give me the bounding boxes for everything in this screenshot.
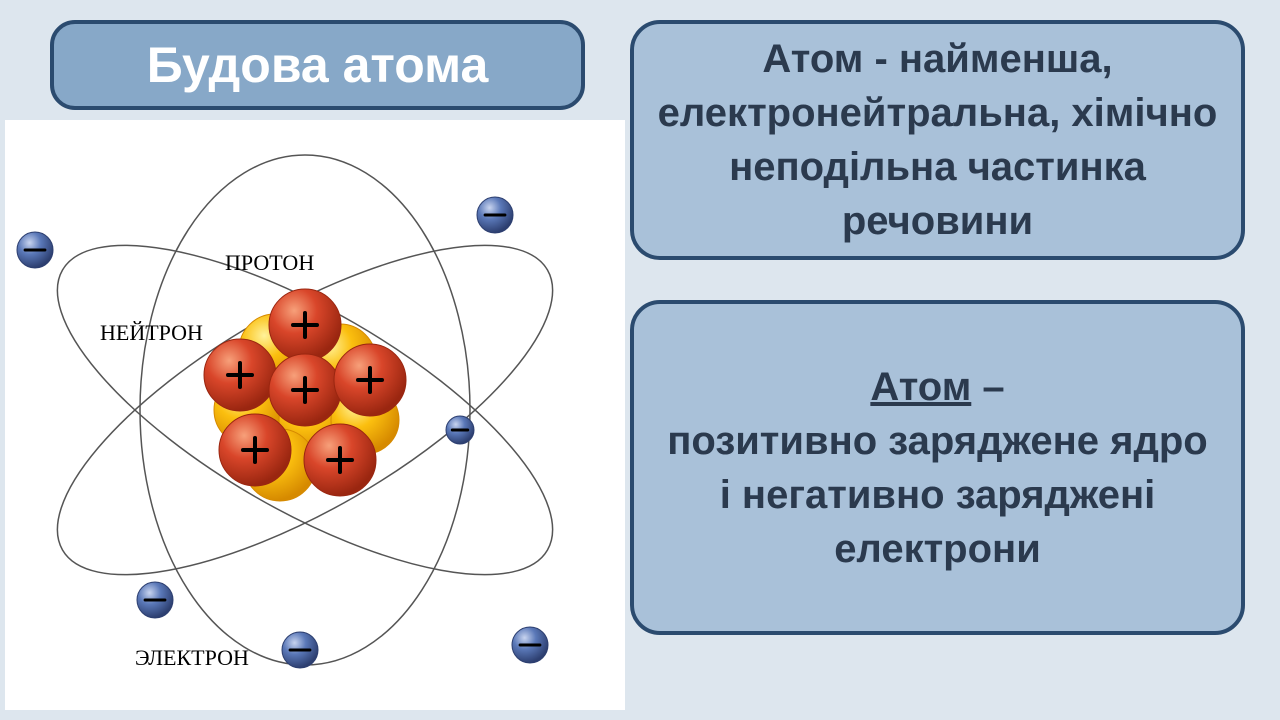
definition-box-2: Атом – позитивно заряджене ядро і негати…: [630, 300, 1245, 635]
definition-2-head-line: Атом –: [870, 360, 1004, 414]
proton-label: ПРОТОН: [225, 250, 314, 276]
atom-svg: [5, 120, 625, 710]
definition-box-1: Атом - найменша, електронейтральна, хімі…: [630, 20, 1245, 260]
definition-2-head: Атом: [870, 365, 971, 409]
title-text: Будова атома: [147, 36, 489, 94]
electron-label: ЭЛЕКТРОН: [135, 645, 249, 671]
neutron-label: НЕЙТРОН: [100, 320, 203, 346]
definition-2-dash: –: [971, 365, 1004, 409]
definition-2-body: позитивно заряджене ядро і негативно зар…: [654, 414, 1221, 576]
title-box: Будова атома: [50, 20, 585, 110]
definition-1-text: Атом - найменша, електронейтральна, хімі…: [654, 32, 1221, 248]
atom-diagram: ПРОТОН НЕЙТРОН ЭЛЕКТРОН: [5, 120, 625, 710]
